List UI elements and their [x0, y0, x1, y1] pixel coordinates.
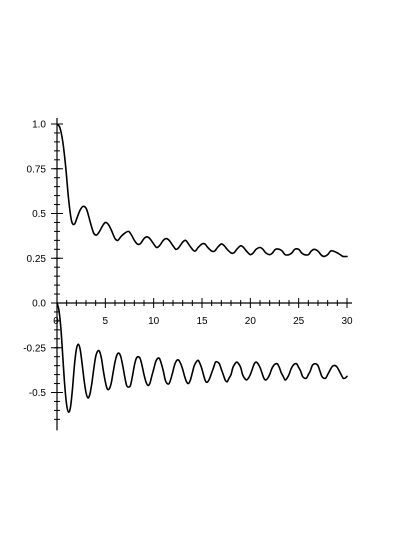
y-tick-label: -0.5 — [29, 388, 47, 399]
x-tick-label: 25 — [293, 316, 305, 327]
y-tick-label: 0.75 — [27, 164, 47, 175]
y-tick-label: -0.25 — [23, 343, 46, 354]
x-tick-label-origin: 0 — [53, 316, 59, 327]
y-tick-label: 0.0 — [32, 299, 46, 310]
y-tick-label: 0.25 — [27, 254, 47, 265]
series-line-2 — [56, 302, 348, 414]
y-tick-label: 0.5 — [32, 209, 46, 220]
x-tick-label: 30 — [341, 316, 353, 327]
x-tick-label: 5 — [103, 316, 109, 327]
y-tick-label: 1.0 — [32, 120, 46, 131]
series-layer — [56, 123, 348, 414]
x-ticks: 5 10 15 20 25 30 — [66, 298, 353, 327]
series-line-1 — [56, 123, 348, 258]
x-tick-label: 15 — [196, 316, 208, 327]
x-tick-label: 10 — [148, 316, 160, 327]
y-major-ticks: 1.0 0.75 0.5 0.25 0.0 -0.25 -0.5 — [23, 120, 63, 399]
x-tick-label: 20 — [245, 316, 257, 327]
